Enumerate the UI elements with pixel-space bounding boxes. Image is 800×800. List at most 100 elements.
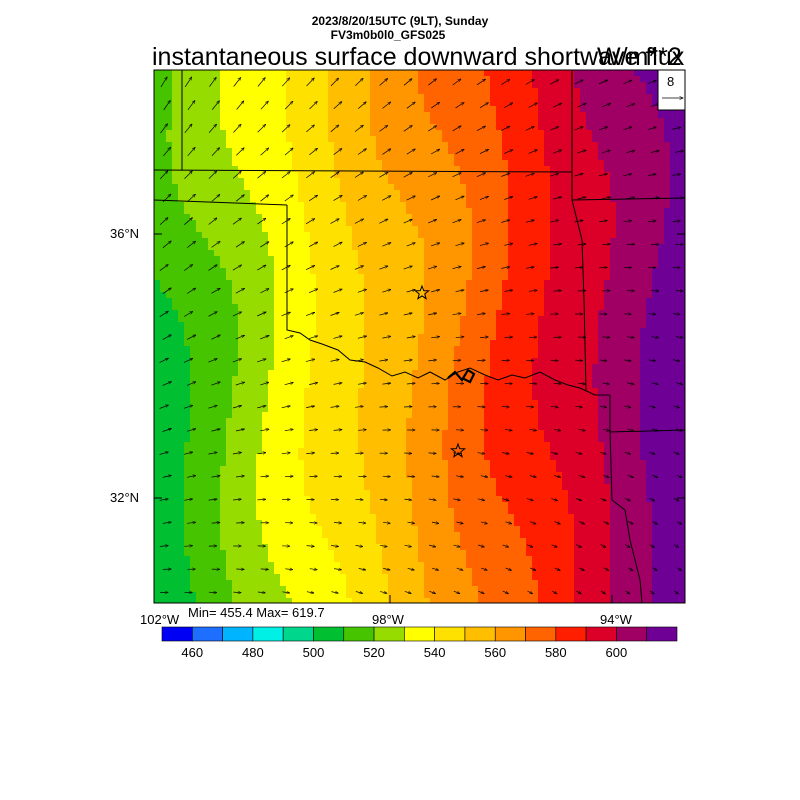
field-cell [574, 88, 581, 95]
field-cell [490, 88, 497, 95]
field-cell [406, 100, 413, 107]
field-cell [652, 400, 659, 407]
field-cell [208, 352, 215, 359]
field-cell [604, 154, 611, 161]
field-cell [220, 400, 227, 407]
field-cell [568, 94, 575, 101]
field-cell [328, 160, 335, 167]
field-cell [316, 100, 323, 107]
field-cell [406, 208, 413, 215]
field-cell [250, 238, 257, 245]
field-cell [574, 160, 581, 167]
field-cell [154, 106, 161, 113]
field-cell [586, 328, 593, 335]
field-cell [364, 238, 371, 245]
field-cell [154, 136, 161, 143]
field-cell [178, 274, 185, 281]
field-cell [202, 220, 209, 227]
field-cell [322, 232, 329, 239]
field-cell [364, 94, 371, 101]
field-cell [508, 160, 515, 167]
field-cell [184, 202, 191, 209]
field-cell [658, 214, 665, 221]
field-cell [442, 136, 449, 143]
field-cell [196, 142, 203, 149]
field-cell [490, 310, 497, 317]
field-cell [478, 226, 485, 233]
field-cell [592, 160, 599, 167]
field-cell [412, 172, 419, 179]
field-cell [664, 310, 671, 317]
field-cell [628, 346, 635, 353]
field-cell [526, 364, 533, 371]
field-cell [226, 112, 233, 119]
field-cell [460, 358, 467, 365]
field-cell [490, 298, 497, 305]
plot-model-line: FV3m0b0l0_GFS025 [330, 28, 446, 42]
field-cell [376, 118, 383, 125]
field-cell [646, 148, 653, 155]
field-cell [172, 142, 179, 149]
field-cell [670, 208, 677, 215]
field-cell [376, 280, 383, 287]
field-cell [406, 256, 413, 263]
field-cell [592, 232, 599, 239]
field-cell [304, 262, 311, 269]
field-cell [166, 292, 173, 299]
field-cell [160, 250, 167, 257]
field-cell [652, 70, 659, 77]
field-cell [310, 376, 317, 383]
field-cell [532, 70, 539, 77]
field-cell [586, 352, 593, 359]
field-cell [622, 400, 629, 407]
field-cell [292, 256, 299, 263]
field-cell [544, 226, 551, 233]
field-cell [406, 298, 413, 305]
field-cell [502, 328, 509, 335]
field-cell [166, 328, 173, 335]
field-cell [340, 316, 347, 323]
field-cell [232, 142, 239, 149]
field-cell [364, 292, 371, 299]
field-cell [610, 244, 617, 251]
field-cell [448, 190, 455, 197]
field-cell [568, 148, 575, 155]
field-cell [628, 352, 635, 359]
field-cell [268, 400, 275, 407]
field-cell [484, 316, 491, 323]
field-cell [292, 190, 299, 197]
field-cell [556, 328, 563, 335]
field-cell [196, 166, 203, 173]
field-cell [526, 130, 533, 137]
field-cell [178, 352, 185, 359]
field-cell [520, 202, 527, 209]
field-cell [550, 322, 557, 329]
field-cell [670, 310, 677, 317]
field-cell [508, 382, 515, 389]
field-cell [190, 76, 197, 83]
field-cell [562, 118, 569, 125]
field-cell [454, 118, 461, 125]
field-cell [556, 262, 563, 269]
field-cell [466, 262, 473, 269]
field-cell [454, 322, 461, 329]
field-cell [346, 304, 353, 311]
field-cell [508, 298, 515, 305]
field-cell [244, 124, 251, 131]
field-cell [208, 82, 215, 89]
field-cell [298, 136, 305, 143]
field-cell [586, 334, 593, 341]
field-cell [256, 382, 263, 389]
field-cell [268, 256, 275, 263]
field-cell [580, 118, 587, 125]
field-cell [262, 100, 269, 107]
field-cell [556, 382, 563, 389]
field-cell [202, 202, 209, 209]
field-cell [322, 250, 329, 257]
field-cell [478, 250, 485, 257]
field-cell [454, 382, 461, 389]
field-cell [370, 142, 377, 149]
field-cell [412, 202, 419, 209]
field-cell [220, 202, 227, 209]
field-cell [304, 106, 311, 113]
